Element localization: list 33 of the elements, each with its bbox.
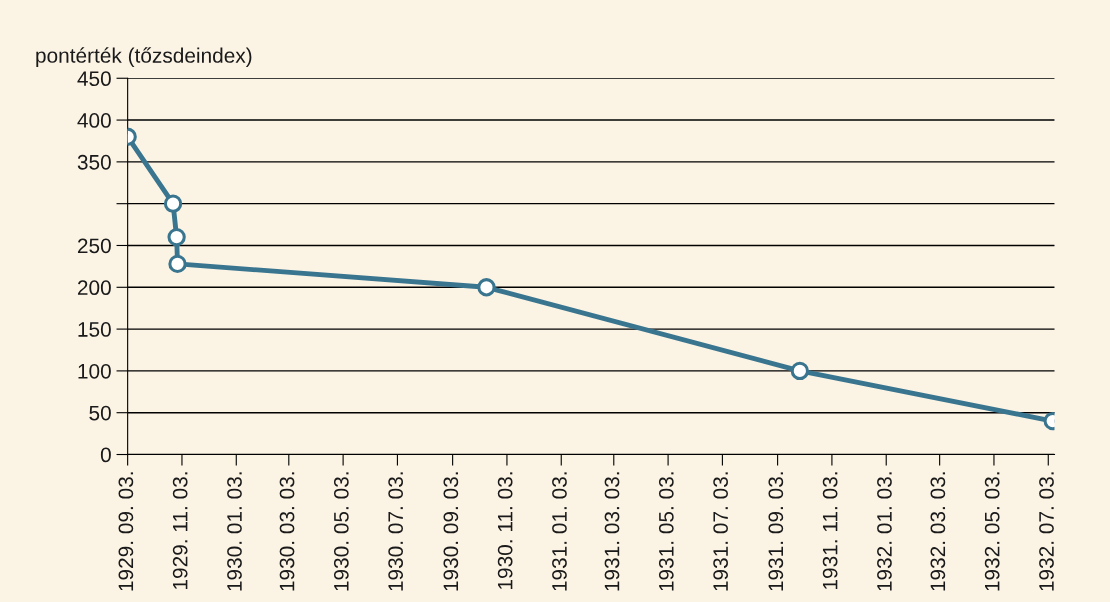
point (790, 361, 810, 381)
x-tick-label: 1929. 11. 03. (172, 472, 188, 589)
y-tick-label: 250 (77, 238, 111, 254)
point (168, 254, 187, 274)
x-tick-label: 1932. 07. 03. (1039, 472, 1054, 591)
x-tick-label: 1932. 03. 03. (930, 472, 946, 591)
x-tick-label: 1929. 09. 03. (118, 472, 134, 591)
x-tick-label: 1931. 01. 03. (552, 472, 567, 591)
point (167, 227, 186, 247)
x-tick-label: 1931. 09. 03. (768, 472, 784, 591)
y-tick-label: 150 (78, 322, 111, 337)
x-tick-label: 1931. 03. 03. (604, 472, 620, 591)
x-tick-label: 1932. 05. 03. (984, 472, 1000, 591)
y-tick-label: 450 (77, 71, 111, 87)
y-tick-label: 0 (100, 447, 111, 463)
point (477, 278, 496, 297)
point (163, 194, 183, 213)
x-tick-label: 1930. 11. 03. (497, 472, 513, 589)
x-tick-label: 1930. 07. 03. (388, 472, 404, 591)
x-tick-label: 1931. 11. 03. (822, 472, 838, 589)
x-tick-label: 1932. 01. 03. (877, 472, 892, 591)
y-tick-label: 350 (77, 154, 111, 170)
y-tick-label: 400 (77, 113, 111, 128)
y-tick-label: 200 (77, 280, 111, 296)
y-axis-title: pontérték (tőzsdeindex) (36, 47, 252, 67)
x-tick-label: 1931. 07. 03. (713, 472, 728, 591)
x-tick-label: 1930. 03. 03. (279, 472, 295, 591)
x-tick-label: 1930. 09. 03. (443, 472, 459, 591)
x-tick-label: 1930. 01. 03. (227, 472, 242, 591)
x-tick-label: 1930. 05. 03. (333, 472, 349, 591)
y-tick-label: 100 (78, 363, 111, 379)
x-tick-label: 1931. 05. 03. (658, 472, 674, 591)
y-tick-label: 50 (89, 405, 111, 421)
